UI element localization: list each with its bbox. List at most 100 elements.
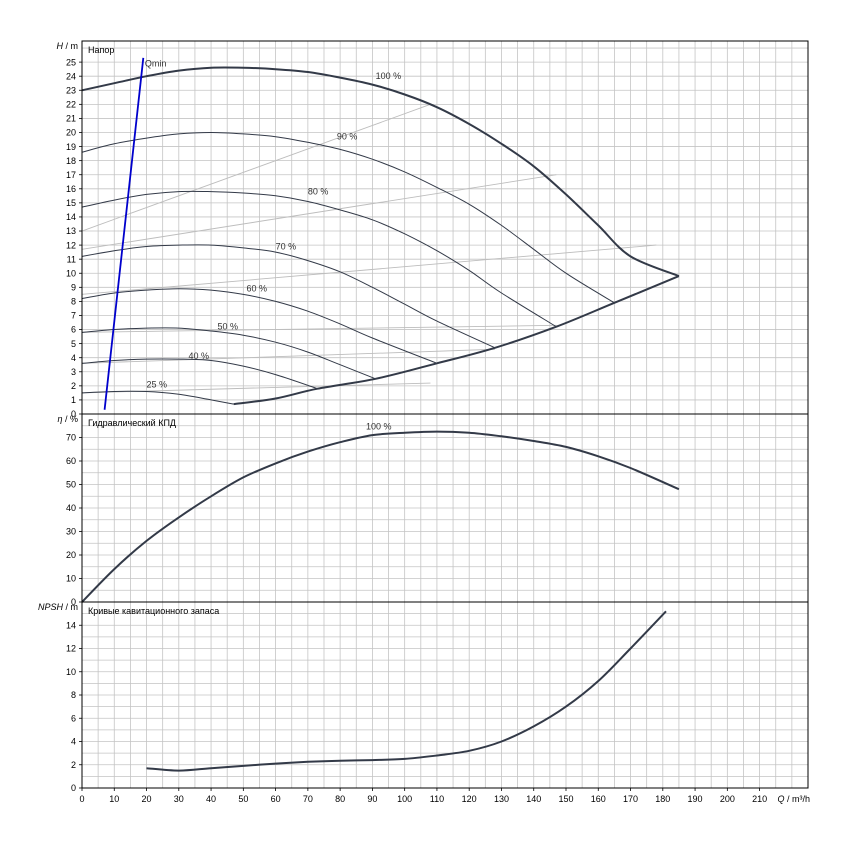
series-label: 100 % — [376, 71, 402, 81]
series-label: 60 % — [247, 284, 268, 294]
series-label: 25 % — [147, 379, 168, 389]
x-tick-label: 180 — [655, 794, 670, 804]
y-tick-label: 19 — [66, 142, 76, 152]
series-line — [81, 327, 376, 380]
y-tick-label: 2 — [71, 760, 76, 770]
x-tick-label: 90 — [367, 794, 377, 804]
series-label: 90 % — [337, 132, 358, 142]
series-line — [103, 57, 145, 410]
series-line — [81, 358, 318, 390]
efficiency-iso-line — [81, 324, 557, 333]
x-tick-label: 50 — [238, 794, 248, 804]
efficiency-iso-line — [81, 103, 431, 232]
x-tick-label: 110 — [430, 794, 444, 804]
y-tick-label: 13 — [66, 226, 76, 236]
series-line — [81, 244, 496, 349]
y-tick-label: 7 — [71, 311, 76, 321]
y-tick-label: 10 — [66, 667, 76, 677]
y-tick-label: 8 — [71, 690, 76, 700]
series-line — [81, 390, 234, 405]
y-axis-symbol: NPSH — [38, 602, 64, 612]
series-label: Qmin — [145, 58, 167, 68]
y-tick-label: 14 — [66, 212, 76, 222]
y-tick-label: 50 — [66, 480, 76, 490]
series-line — [81, 190, 557, 328]
x-tick-label: 40 — [206, 794, 216, 804]
y-tick-label: 8 — [71, 297, 76, 307]
y-tick-label: 20 — [66, 550, 76, 560]
series-line — [81, 132, 615, 304]
y-tick-label: 16 — [66, 184, 76, 194]
series-label: 100 % — [366, 421, 392, 431]
x-tick-label: 120 — [462, 794, 477, 804]
y-tick-label: 14 — [66, 620, 76, 630]
x-tick-label: 10 — [109, 794, 119, 804]
x-tick-label: 20 — [142, 794, 152, 804]
y-axis-unit: / m — [63, 41, 78, 51]
series-label: 40 % — [188, 351, 209, 361]
series-label: 70 % — [276, 241, 297, 251]
x-tick-label: 160 — [591, 794, 606, 804]
x-tick-label: 100 — [397, 794, 412, 804]
y-axis-label: H / m — [57, 41, 79, 51]
y-tick-label: 10 — [66, 268, 76, 278]
series-line — [146, 610, 667, 772]
y-tick-label: 0 — [71, 783, 76, 793]
efficiency-iso-line — [81, 244, 657, 295]
y-tick-label: 0 — [71, 409, 76, 419]
y-tick-label: 12 — [66, 240, 76, 250]
x-tick-label: 30 — [174, 794, 184, 804]
panel-title: Напор — [88, 45, 114, 55]
y-tick-label: 21 — [66, 114, 76, 124]
series-line — [81, 66, 680, 278]
y-tick-label: 25 — [66, 57, 76, 67]
y-tick-label: 30 — [66, 527, 76, 537]
y-tick-label: 23 — [66, 85, 76, 95]
y-tick-label: 9 — [71, 283, 76, 293]
x-tick-label: 80 — [335, 794, 345, 804]
y-tick-label: 24 — [66, 71, 76, 81]
series-label: 50 % — [218, 322, 239, 332]
y-tick-label: 4 — [71, 353, 76, 363]
efficiency-iso-line — [81, 348, 496, 364]
y-tick-label: 2 — [71, 381, 76, 391]
y-axis-symbol: H — [57, 41, 64, 51]
y-tick-label: 12 — [66, 644, 76, 654]
y-axis-label: NPSH / m — [38, 602, 78, 612]
x-axis-symbol: Q — [777, 794, 784, 804]
x-tick-label: 150 — [558, 794, 573, 804]
panel-title: Гидравлический КПД — [88, 418, 176, 428]
x-tick-label: 130 — [494, 794, 509, 804]
series-line — [81, 430, 680, 603]
y-tick-label: 60 — [66, 456, 76, 466]
series-line — [233, 275, 680, 406]
y-tick-label: 18 — [66, 156, 76, 166]
efficiency-iso-line — [81, 174, 557, 250]
x-axis-label: Q / m³/h — [777, 794, 810, 804]
y-tick-label: 17 — [66, 170, 76, 180]
y-tick-label: 1 — [71, 395, 76, 405]
x-tick-label: 210 — [752, 794, 767, 804]
x-tick-label: 70 — [303, 794, 313, 804]
y-tick-label: 3 — [71, 367, 76, 377]
y-tick-label: 15 — [66, 198, 76, 208]
x-tick-label: 140 — [526, 794, 541, 804]
y-axis-unit: / m — [63, 602, 78, 612]
y-tick-label: 22 — [66, 100, 76, 110]
x-tick-label: 170 — [623, 794, 638, 804]
y-tick-label: 70 — [66, 433, 76, 443]
y-tick-label: 6 — [71, 713, 76, 723]
x-tick-label: 200 — [720, 794, 735, 804]
y-tick-label: 40 — [66, 503, 76, 513]
y-axis-symbol: η — [57, 414, 62, 424]
y-axis-unit: / % — [62, 414, 78, 424]
y-tick-label: 5 — [71, 339, 76, 349]
x-tick-label: 0 — [79, 794, 84, 804]
x-tick-label: 190 — [688, 794, 703, 804]
y-tick-label: 20 — [66, 128, 76, 138]
series-line — [81, 288, 438, 364]
y-tick-label: 4 — [71, 737, 76, 747]
panel-title: Кривые кавитационного запаса — [88, 606, 219, 616]
y-tick-label: 10 — [66, 574, 76, 584]
